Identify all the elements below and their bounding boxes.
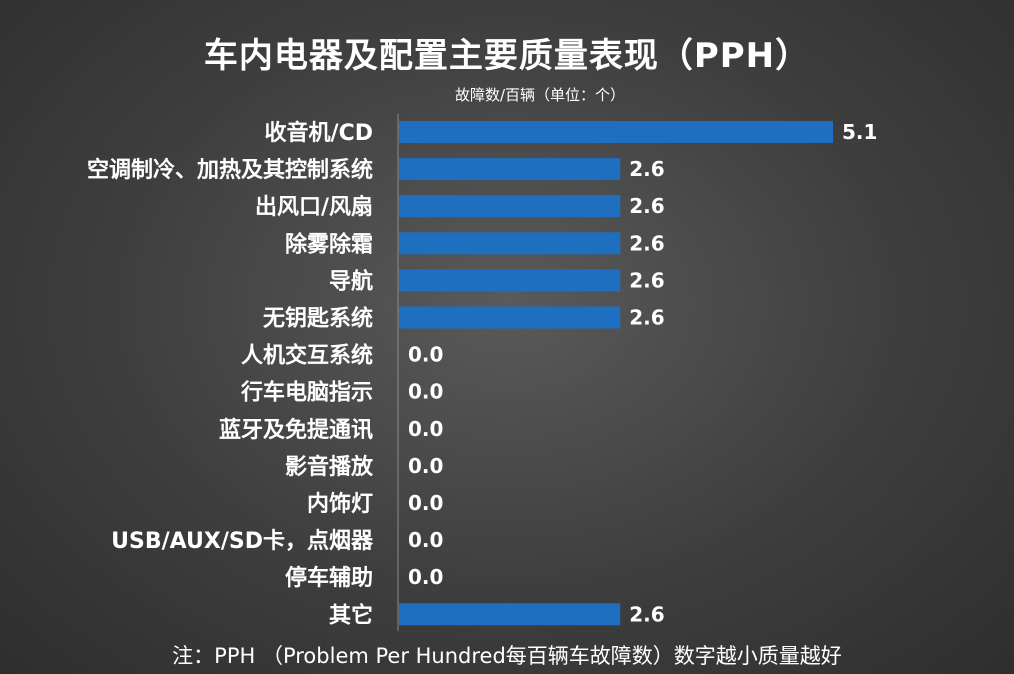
footnote: 注：PPH （Problem Per Hundred每百辆车故障数）数字越小质量… [172, 644, 842, 668]
bar [399, 306, 621, 329]
value-label: 2.6 [629, 231, 664, 255]
bar [399, 195, 621, 218]
category-label: 导航 [329, 268, 373, 294]
value-label: 0.0 [408, 565, 443, 589]
value-label: 0.0 [408, 454, 443, 478]
bar [399, 158, 621, 181]
value-label: 0.0 [408, 343, 443, 367]
value-label: 5.1 [842, 120, 877, 144]
value-label: 0.0 [408, 491, 443, 515]
chart-title: 车内电器及配置主要质量表现（PPH） [203, 36, 811, 76]
value-label: 0.0 [408, 528, 443, 552]
category-label: 内饰灯 [307, 491, 373, 517]
value-label: 2.6 [629, 157, 664, 181]
value-label: 2.6 [629, 602, 664, 626]
value-label: 0.0 [408, 417, 443, 441]
category-label: 出风口/风扇 [255, 194, 373, 220]
bar [399, 603, 621, 626]
category-label: USB/AUX/SD卡，点烟器 [111, 528, 374, 554]
bar [399, 121, 833, 143]
category-label: 行车电脑指示 [240, 380, 373, 406]
value-label: 2.6 [629, 268, 664, 292]
bar [399, 269, 621, 292]
category-label: 停车辅助 [285, 565, 373, 591]
category-label: 蓝牙及免提通讯 [219, 417, 373, 443]
bar [399, 232, 621, 255]
value-label: 2.6 [629, 194, 664, 218]
value-label: 0.0 [408, 380, 443, 404]
value-label: 2.6 [629, 306, 664, 330]
category-label: 收音机/CD [265, 120, 373, 146]
category-label: 人机交互系统 [241, 343, 373, 369]
unit-note: 故障数/百辆（单位：个） [455, 86, 626, 104]
category-label: 影音播放 [285, 454, 374, 480]
category-label: 无钥匙系统 [263, 306, 373, 332]
category-label: 空调制冷、加热及其控制系统 [87, 157, 373, 183]
category-label: 除雾除霜 [285, 231, 373, 257]
category-label: 其它 [329, 602, 373, 628]
